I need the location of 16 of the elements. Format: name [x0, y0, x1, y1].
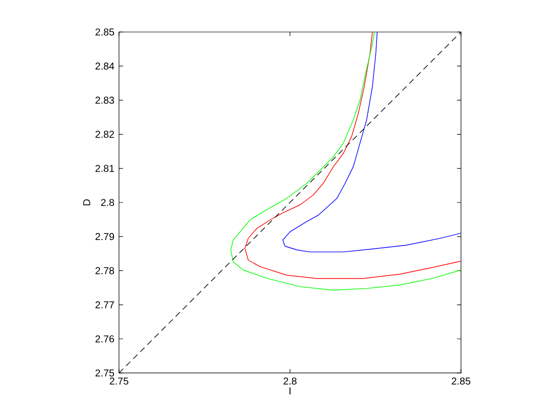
x-tick-label: 2.75: [110, 378, 128, 385]
line-series: [282, 32, 461, 252]
y-tick-label: 2.85: [96, 28, 114, 36]
x-tick-label: 2.8: [284, 378, 297, 385]
y-tick-label: 2.76: [96, 335, 114, 342]
y-axis-title: D: [83, 199, 90, 206]
y-tick-label: 2.81: [96, 164, 114, 172]
y-tick-label: 2.79: [96, 233, 114, 240]
y-tick-label: 2.78: [96, 267, 114, 274]
y-tick-label: 2.83: [96, 96, 114, 104]
y-tick-label: 2.8: [101, 198, 114, 206]
y-tick-label: 2.82: [96, 130, 114, 138]
y-tick-label: 2.77: [96, 301, 114, 308]
y-tick-label: 2.84: [96, 62, 114, 70]
x-tick-label: 2.85: [452, 378, 470, 385]
y-tick-label: 2.75: [96, 369, 114, 377]
